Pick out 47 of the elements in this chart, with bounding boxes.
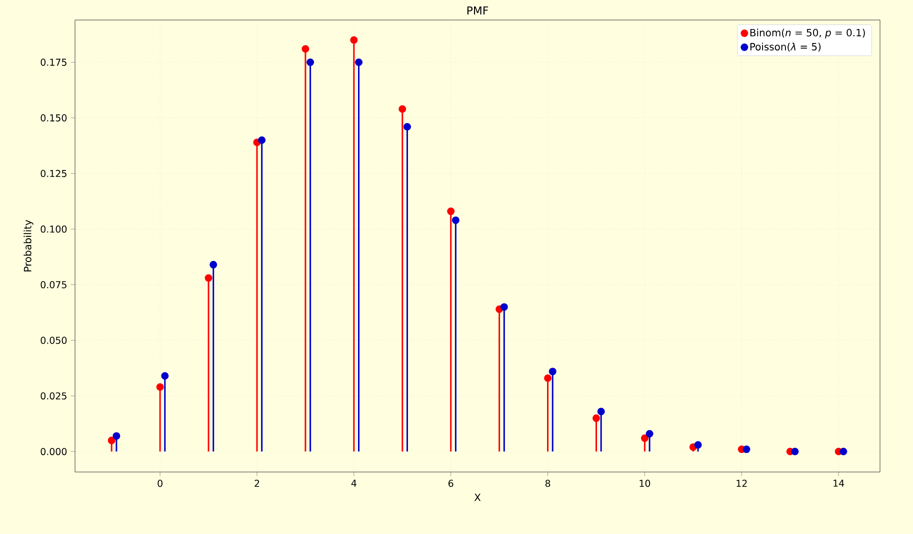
legend-label: Binom(n = 50, p = 0.1) <box>750 28 865 38</box>
x-tick-label: 12 <box>736 480 747 487</box>
point <box>544 374 552 382</box>
point <box>350 36 358 44</box>
x-tick-label: 4 <box>351 480 356 487</box>
point <box>452 216 460 224</box>
point <box>302 45 310 53</box>
y-tick-label: 0.175 <box>40 58 66 66</box>
point <box>204 274 212 282</box>
point <box>258 136 266 144</box>
point <box>640 434 648 442</box>
legend-label: Poisson(λ = 5) <box>750 42 821 52</box>
x-tick-label: 8 <box>545 480 550 487</box>
chart-title: PMF <box>467 6 488 14</box>
point <box>500 303 508 311</box>
point <box>646 430 654 438</box>
point <box>403 123 411 131</box>
x-tick-label: 10 <box>640 480 650 487</box>
point <box>210 260 218 268</box>
y-tick-label: 0.000 <box>40 448 67 456</box>
x-tick-label: 2 <box>254 480 260 487</box>
point <box>447 208 455 216</box>
point <box>156 383 164 391</box>
point <box>548 368 556 376</box>
point <box>108 436 116 444</box>
point <box>112 432 120 440</box>
y-axis-title: Probability <box>24 220 34 272</box>
point <box>694 441 702 449</box>
point <box>592 414 600 422</box>
y-tick-label: 0.025 <box>40 392 66 400</box>
x-tick-label: 6 <box>448 480 454 487</box>
point <box>398 105 406 113</box>
x-tick-label: 0 <box>158 480 162 487</box>
y-tick-label: 0.125 <box>40 170 66 178</box>
point <box>161 372 169 380</box>
y-tick-label: 0.050 <box>40 336 67 344</box>
y-tick-label: 0.150 <box>40 114 67 122</box>
point <box>791 448 799 456</box>
point <box>840 448 848 456</box>
x-tick-label: 14 <box>834 480 844 487</box>
y-tick-label: 0.075 <box>40 281 66 288</box>
point <box>306 58 314 66</box>
point <box>355 58 363 66</box>
point <box>742 446 750 454</box>
x-axis-title: X <box>474 494 481 502</box>
y-tick-label: 0.100 <box>40 226 67 233</box>
point <box>597 408 605 416</box>
